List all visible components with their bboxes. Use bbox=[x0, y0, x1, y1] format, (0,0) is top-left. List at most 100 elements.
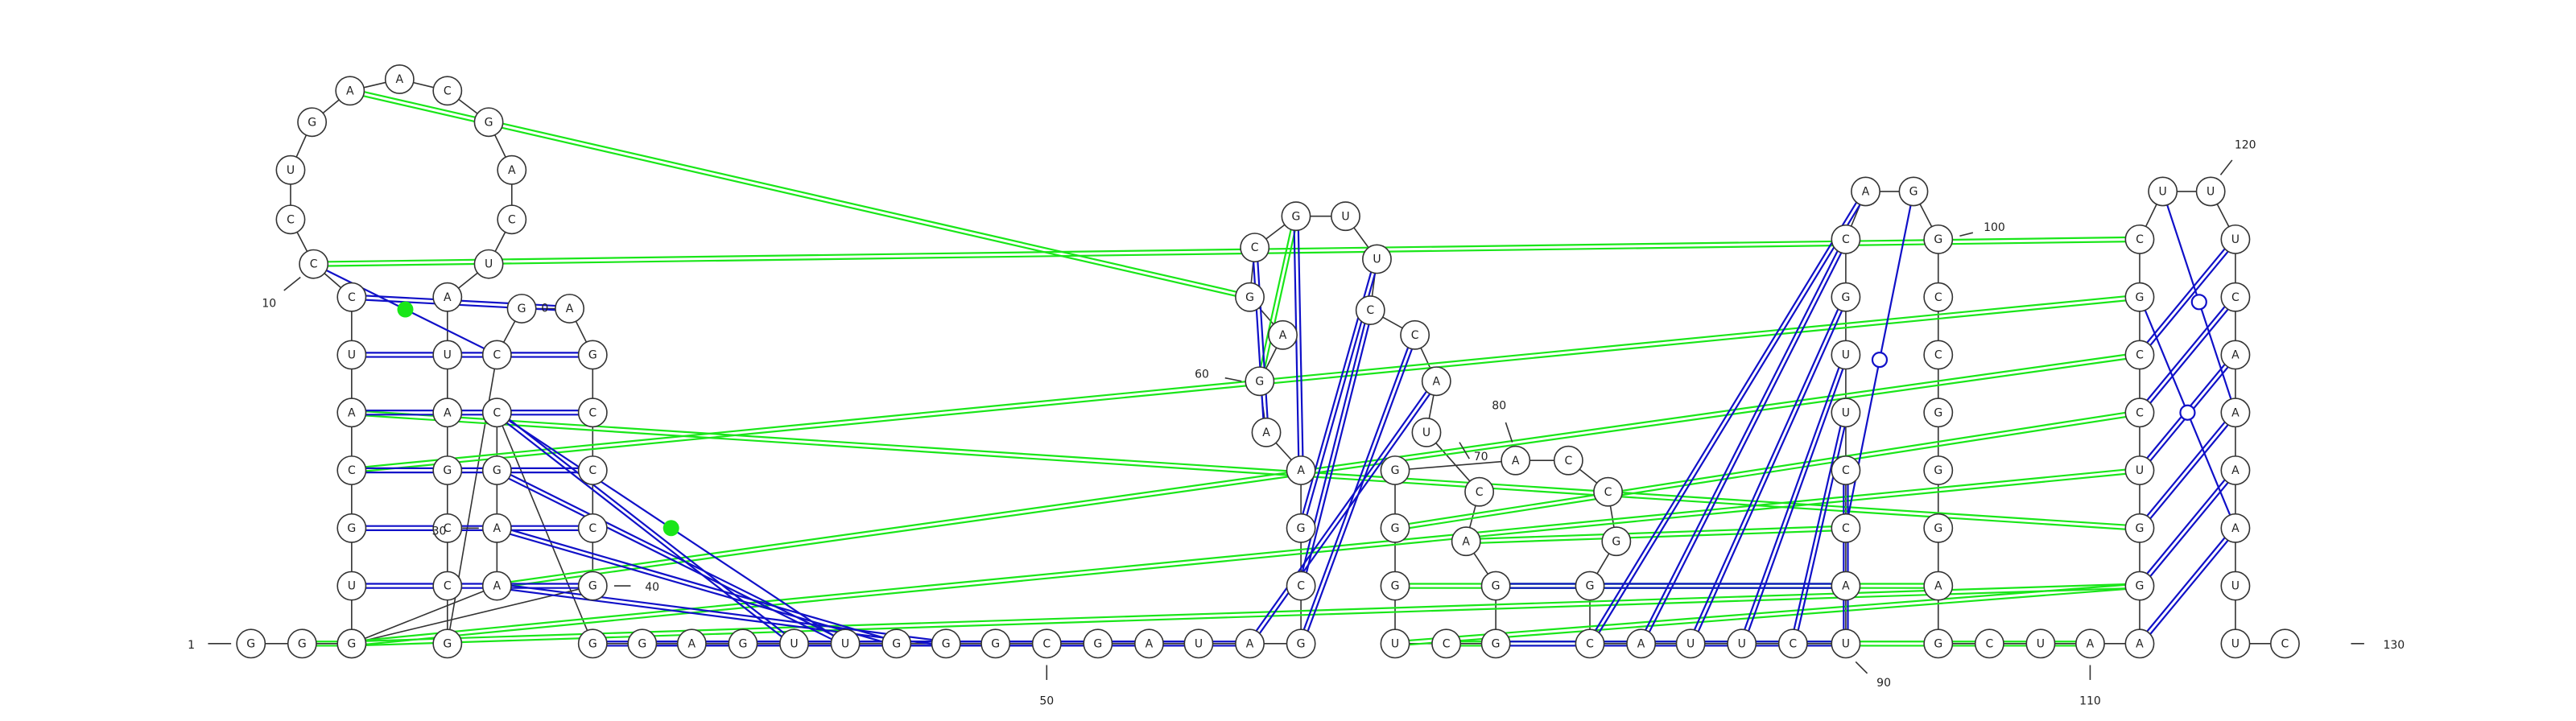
nucleotide: A bbox=[1501, 445, 1531, 476]
canonical-base-pair bbox=[2137, 295, 2238, 415]
nucleotide-letter: U bbox=[348, 349, 356, 362]
position-number: 10 bbox=[262, 297, 276, 310]
nucleotide: G bbox=[1245, 366, 1275, 397]
nucleotide: U bbox=[2195, 176, 2226, 207]
nucleotide-letter: C bbox=[444, 580, 452, 593]
nucleotide-letter: G bbox=[443, 464, 452, 477]
nucleotide: A bbox=[2124, 628, 2155, 659]
nucleotide-letter: G bbox=[588, 580, 597, 593]
nucleotide-letter: G bbox=[2136, 580, 2145, 593]
nucleotide: G bbox=[1923, 513, 1954, 543]
nucleotide-letter: G bbox=[493, 464, 502, 477]
nucleotide: U bbox=[1362, 244, 1392, 274]
backbone-link bbox=[447, 354, 498, 644]
canonical-base-pair bbox=[495, 410, 796, 646]
position-number: 100 bbox=[1984, 221, 2005, 234]
nucleotide-letter: G bbox=[443, 637, 452, 650]
nucleotide: C bbox=[1431, 628, 1462, 659]
label-tick bbox=[1959, 232, 1974, 237]
noncanonical-base-pair bbox=[2161, 191, 2236, 414]
nucleotide-letter: A bbox=[493, 522, 502, 535]
nucleotide: A bbox=[1133, 628, 1164, 659]
nucleotide-letter: A bbox=[1842, 580, 1850, 593]
nucleotide: A bbox=[497, 154, 527, 185]
position-number: 90 bbox=[1876, 677, 1891, 690]
nucleotide-letter: G bbox=[1934, 464, 1942, 477]
nucleotide: C bbox=[1831, 513, 1861, 543]
nucleotide: C bbox=[1831, 224, 1861, 254]
canonical-base-pair bbox=[1496, 583, 1846, 589]
nucleotide: U bbox=[2025, 628, 2056, 659]
nucleotide: U bbox=[1675, 628, 1706, 659]
nucleotide-letter: C bbox=[2136, 406, 2144, 419]
nucleotide-letter: U bbox=[1422, 426, 1430, 439]
nucleotide-letter: A bbox=[2231, 406, 2240, 419]
position-number: 50 bbox=[1039, 695, 1054, 708]
nucleotide: A bbox=[1831, 571, 1861, 601]
nucleotide-letter: A bbox=[2136, 637, 2144, 650]
nucleotide: G bbox=[2124, 513, 2155, 543]
nucleotide-letter: C bbox=[1586, 637, 1594, 650]
nucleotide: U bbox=[336, 571, 367, 601]
nucleotide: G bbox=[1898, 176, 1929, 207]
nucleotide: C bbox=[1831, 455, 1861, 485]
nucleotide-letter: A bbox=[493, 580, 502, 593]
canonical-base-pair bbox=[1687, 295, 1849, 645]
nucleotide-letter: G bbox=[246, 637, 255, 650]
noncanonical-base-pair bbox=[2138, 296, 2236, 529]
nucleotide: C bbox=[2220, 282, 2251, 312]
nucleotide-letter: C bbox=[2136, 233, 2144, 246]
nucleotide-letter: G bbox=[638, 637, 646, 650]
position-label: 130 bbox=[2351, 639, 2405, 652]
nucleotide: C bbox=[432, 571, 463, 601]
nucleotide: A bbox=[2220, 398, 2251, 428]
nucleotide-letter: G bbox=[991, 637, 1000, 650]
canonical-base-pair bbox=[351, 525, 593, 531]
nucleotide-letter: U bbox=[1686, 637, 1695, 650]
nucleotide: A bbox=[1851, 176, 1880, 207]
nucleotide-letter: U bbox=[1373, 253, 1381, 266]
nucleotide: G bbox=[1923, 398, 1954, 428]
nucleotide: U bbox=[473, 249, 504, 279]
nucleotide-letter: U bbox=[1341, 210, 1349, 223]
nucleotide: C bbox=[1286, 571, 1316, 601]
nucleotide: G bbox=[1281, 201, 1311, 232]
label-tick bbox=[1224, 377, 1242, 382]
nucleotide-letter: C bbox=[588, 406, 597, 419]
nucleotide-letter: G bbox=[1255, 375, 1264, 388]
nucleotide: A bbox=[432, 282, 463, 312]
nucleotide: A bbox=[2220, 340, 2251, 370]
nucleotide-letter: A bbox=[1297, 464, 1305, 477]
nucleotide: G bbox=[336, 628, 367, 659]
nucleotide-letter: U bbox=[1391, 637, 1399, 650]
nucleotide-letter: C bbox=[2281, 637, 2289, 650]
backbone-link bbox=[496, 412, 594, 645]
nucleotide-letter: G bbox=[1841, 291, 1850, 304]
nucleotide-letter: C bbox=[2231, 291, 2240, 304]
canonical-base-pair bbox=[351, 467, 593, 474]
canonical-base-pair bbox=[2137, 410, 2238, 530]
position-label: 50 bbox=[1039, 665, 1054, 708]
nucleotide: C bbox=[336, 282, 367, 312]
nucleotide-letter: U bbox=[2159, 186, 2167, 199]
nucleotide: A bbox=[432, 398, 463, 428]
position-number: 0 bbox=[541, 303, 548, 315]
position-number: 130 bbox=[2383, 639, 2405, 652]
open-circle-icon bbox=[1871, 351, 1889, 369]
nucleotide-letter: U bbox=[2136, 464, 2144, 477]
nucleotide-letter: G bbox=[1492, 580, 1501, 593]
nucleotide-letter: A bbox=[396, 73, 404, 86]
nucleotide: C bbox=[2124, 224, 2155, 254]
position-number: 70 bbox=[1474, 451, 1488, 464]
nucleotide-letter: A bbox=[1262, 426, 1270, 439]
nucleotide: U bbox=[2124, 455, 2155, 485]
nucleotide-letter: C bbox=[1604, 486, 1612, 499]
nucleotide-letter: G bbox=[1093, 637, 1102, 650]
nucleotide: G bbox=[577, 628, 608, 659]
nucleotide-layer: G G A U G C A U C C C U G A A C G A C U A U A G C C G C G A G C C C G G A A G C… bbox=[236, 64, 2300, 659]
nucleotide: G bbox=[1923, 628, 1954, 659]
wobble-base-pair bbox=[313, 263, 497, 356]
nucleotide: G bbox=[481, 455, 512, 485]
nucleotide-letter: U bbox=[1842, 637, 1850, 650]
nucleotide-letter: C bbox=[1443, 637, 1451, 650]
